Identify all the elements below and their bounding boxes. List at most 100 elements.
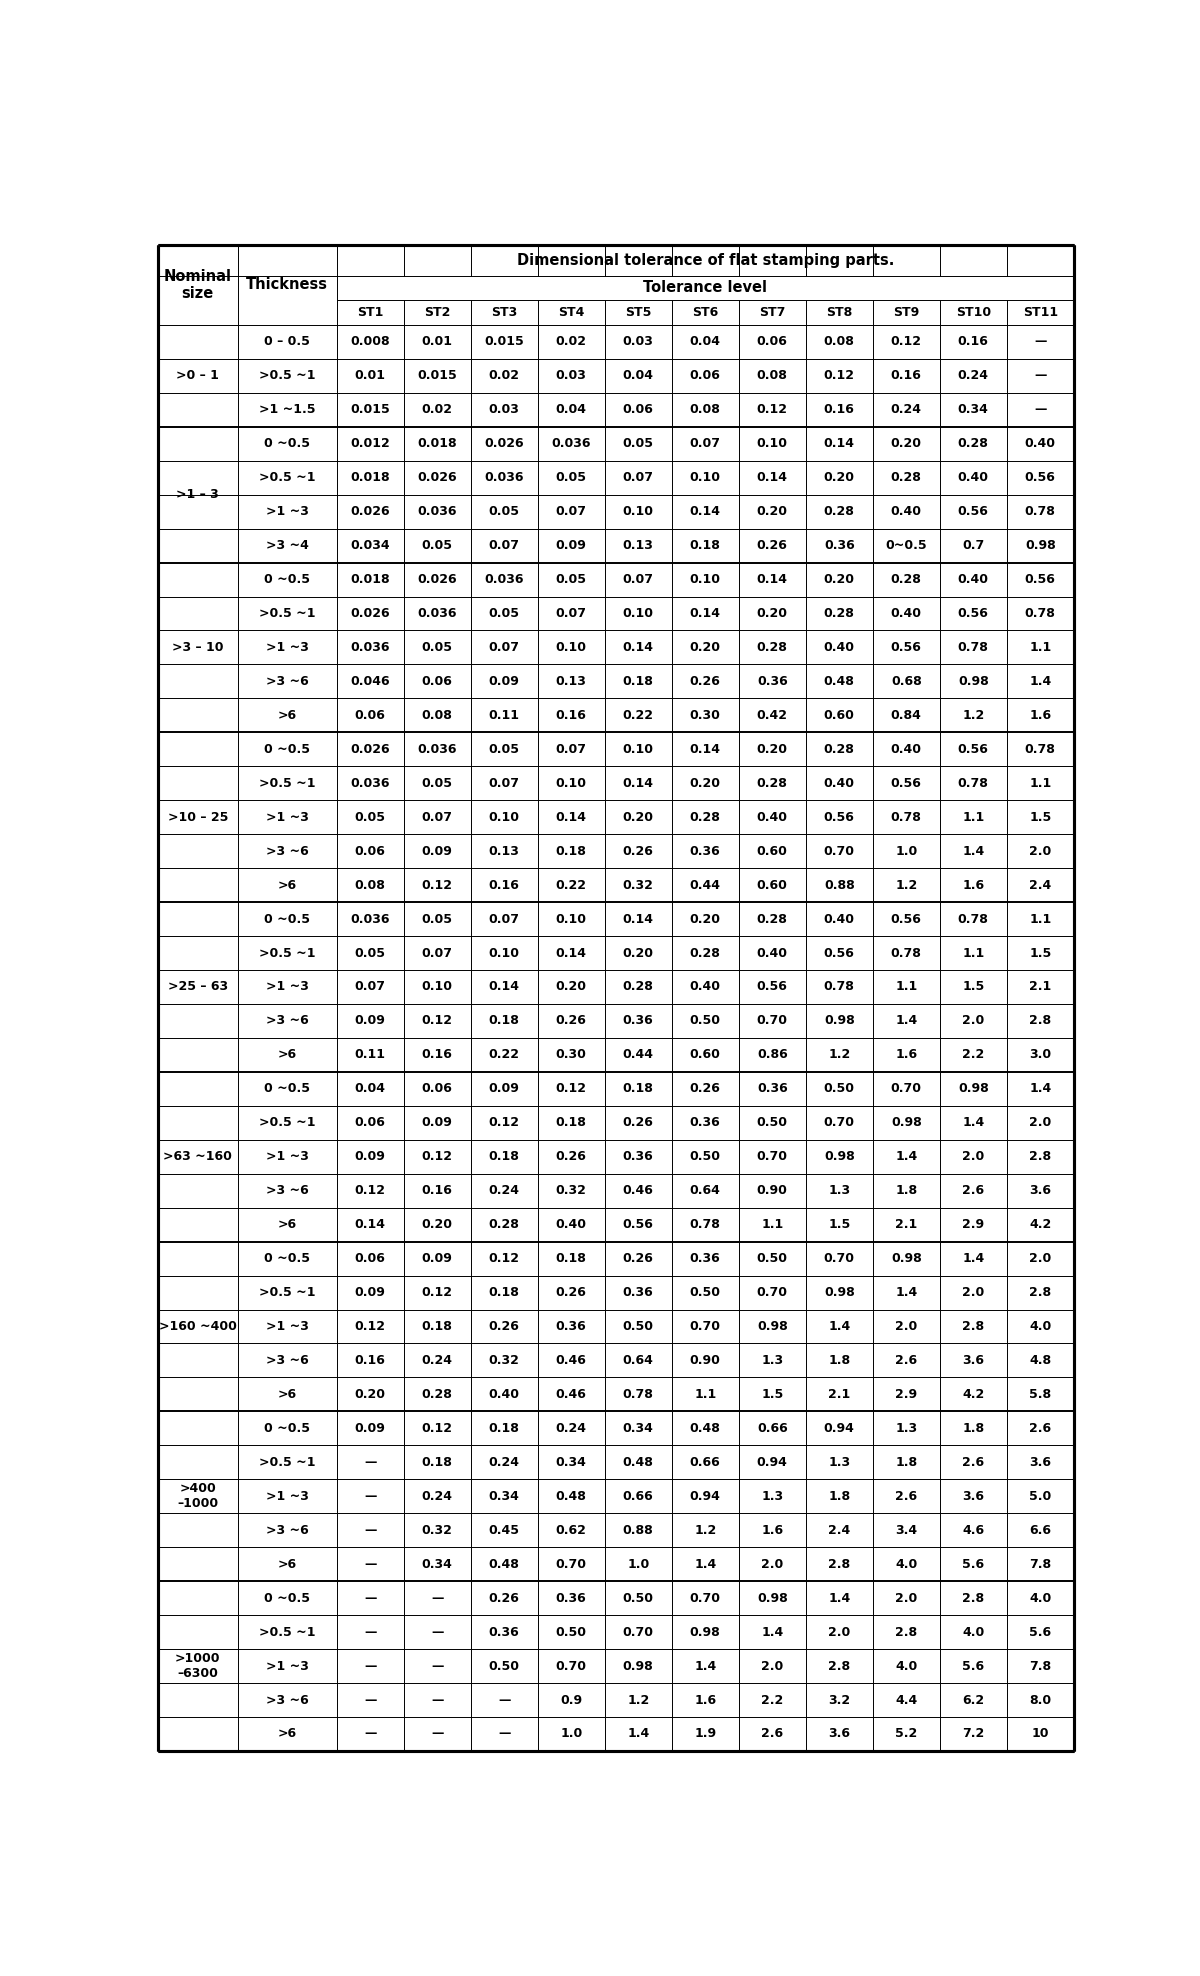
Text: >63 ~160: >63 ~160 [163,1150,232,1164]
Text: 1.8: 1.8 [895,1184,917,1197]
Text: 4.2: 4.2 [962,1387,984,1401]
Text: —: — [498,1727,510,1741]
Text: 0.015: 0.015 [350,403,390,417]
Text: 1.1: 1.1 [1030,640,1051,654]
Text: 0.10: 0.10 [623,743,654,755]
Text: 0.40: 0.40 [890,506,922,518]
Text: 1.4: 1.4 [694,1557,716,1571]
Text: 0.05: 0.05 [488,506,520,518]
Text: 0.07: 0.07 [488,913,520,925]
Text: 0.50: 0.50 [556,1626,587,1638]
Text: 0.24: 0.24 [488,1456,520,1468]
Text: >6: >6 [277,1727,296,1741]
Text: 0.50: 0.50 [757,1116,787,1130]
Text: 10: 10 [1032,1727,1049,1741]
Text: 1.4: 1.4 [1030,1083,1051,1095]
Text: 0.20: 0.20 [623,947,654,960]
Text: —: — [431,1626,443,1638]
Text: ST7: ST7 [760,306,786,318]
Text: 0.20: 0.20 [556,980,587,994]
Text: 1.4: 1.4 [628,1727,649,1741]
Text: 0.26: 0.26 [690,676,721,688]
Text: 0.34: 0.34 [421,1557,452,1571]
Text: 0.10: 0.10 [556,777,587,790]
Text: 0.14: 0.14 [823,437,854,451]
Text: >3 ~6: >3 ~6 [266,1693,308,1707]
Text: 1.1: 1.1 [962,947,984,960]
Text: 0.98: 0.98 [824,1014,854,1028]
Text: 0.94: 0.94 [690,1490,721,1504]
Text: 1.1: 1.1 [1030,777,1051,790]
Text: 3.6: 3.6 [828,1727,851,1741]
Text: 4.0: 4.0 [962,1626,984,1638]
Text: —: — [364,1557,377,1571]
Text: 6.6: 6.6 [1030,1523,1051,1537]
Text: 0.13: 0.13 [488,844,520,858]
Text: >3 ~6: >3 ~6 [266,844,308,858]
Text: 0.98: 0.98 [958,676,989,688]
Text: 0.015: 0.015 [418,370,457,381]
Text: 1.6: 1.6 [761,1523,784,1537]
Text: 0.26: 0.26 [757,539,787,551]
Text: >0.5 ~1: >0.5 ~1 [259,947,316,960]
Text: 2.0: 2.0 [895,1591,918,1605]
Text: 0.98: 0.98 [958,1083,989,1095]
Text: 0.34: 0.34 [958,403,989,417]
Text: 0 ~0.5: 0 ~0.5 [264,1253,311,1265]
Text: 0.24: 0.24 [421,1354,452,1367]
Text: 0.28: 0.28 [690,810,721,824]
Text: >3 ~6: >3 ~6 [266,1014,308,1028]
Text: 0.24: 0.24 [890,403,922,417]
Text: 0.32: 0.32 [623,879,654,891]
Text: >3 – 10: >3 – 10 [172,640,223,654]
Text: 0.28: 0.28 [757,913,787,925]
Text: ST6: ST6 [692,306,719,318]
Text: >0.5 ~1: >0.5 ~1 [259,1286,316,1298]
Text: >3 ~6: >3 ~6 [266,1354,308,1367]
Text: 2.0: 2.0 [962,1286,984,1298]
Text: >1 – 3: >1 – 3 [176,488,220,502]
Text: —: — [1034,403,1046,417]
Text: ST5: ST5 [625,306,652,318]
Text: 0.09: 0.09 [355,1286,385,1298]
Text: —: — [364,1456,377,1468]
Text: >6: >6 [277,1217,296,1231]
Text: 0.40: 0.40 [556,1217,587,1231]
Text: 4.0: 4.0 [1030,1320,1051,1334]
Text: 0.78: 0.78 [623,1387,654,1401]
Text: 0.18: 0.18 [488,1286,520,1298]
Text: 0.12: 0.12 [488,1253,520,1265]
Text: >0.5 ~1: >0.5 ~1 [259,370,316,381]
Text: 0.34: 0.34 [556,1456,587,1468]
Text: 0.84: 0.84 [890,709,922,721]
Text: 1.5: 1.5 [761,1387,784,1401]
Text: 0.36: 0.36 [690,1116,721,1130]
Text: 5.6: 5.6 [1030,1626,1051,1638]
Text: 0.06: 0.06 [690,370,721,381]
Text: 0.18: 0.18 [690,539,721,551]
Text: 1.4: 1.4 [895,1014,918,1028]
Text: 1.4: 1.4 [694,1660,716,1672]
Text: 0.70: 0.70 [757,1014,787,1028]
Text: ST9: ST9 [893,306,919,318]
Text: 0.66: 0.66 [690,1456,721,1468]
Text: >0.5 ~1: >0.5 ~1 [259,1116,316,1130]
Text: 0.64: 0.64 [623,1354,654,1367]
Text: 0.07: 0.07 [556,607,587,620]
Text: 0.40: 0.40 [823,913,854,925]
Text: 0.07: 0.07 [690,437,721,451]
Text: 0.046: 0.046 [350,676,390,688]
Text: 0.26: 0.26 [690,1083,721,1095]
Text: 0.56: 0.56 [1025,573,1056,587]
Text: 0.026: 0.026 [350,743,390,755]
Text: 1.6: 1.6 [694,1693,716,1707]
Text: 0.56: 0.56 [890,640,922,654]
Text: 0.03: 0.03 [556,370,587,381]
Text: 0.32: 0.32 [421,1523,452,1537]
Text: 0.56: 0.56 [623,1217,654,1231]
Text: ST2: ST2 [424,306,450,318]
Text: 0.008: 0.008 [350,336,390,348]
Text: 5.6: 5.6 [962,1557,984,1571]
Text: 0.09: 0.09 [421,1253,452,1265]
Text: 0.28: 0.28 [824,607,854,620]
